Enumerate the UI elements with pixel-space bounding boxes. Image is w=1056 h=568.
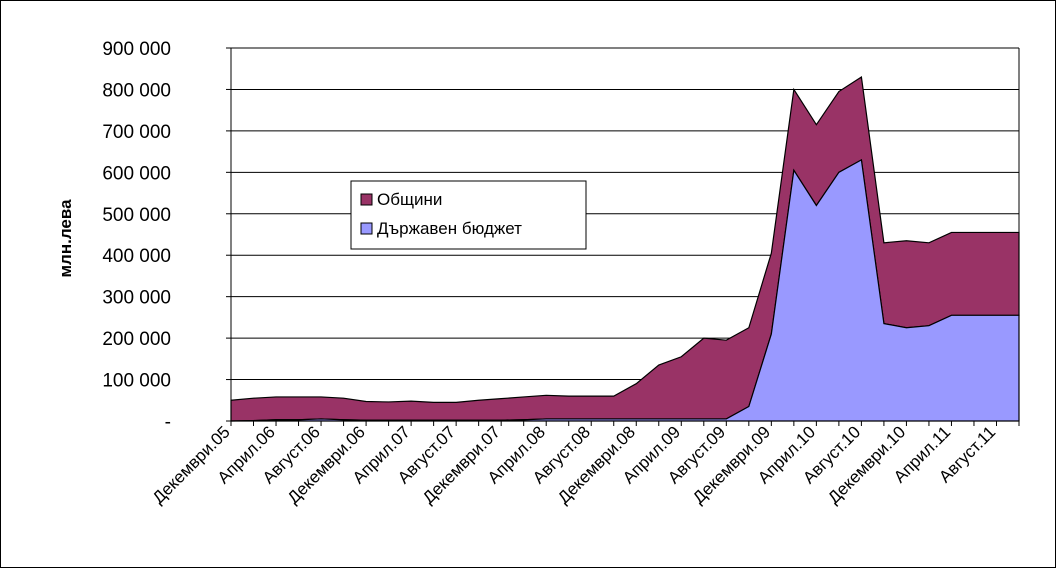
legend-swatch (360, 193, 373, 206)
y-tick-label: - (165, 412, 171, 433)
x-tick-label: Декември.05 (149, 422, 234, 507)
y-axis-title: млн.лева (56, 199, 75, 278)
legend-box (350, 180, 587, 250)
area-series-darzhaven-byudzhet (230, 158, 1020, 422)
y-tick-label: 800 000 (102, 80, 171, 101)
y-tick-label: 400 000 (102, 246, 171, 267)
y-tick-label: 300 000 (102, 288, 171, 309)
y-tick-label: 700 000 (102, 122, 171, 143)
y-tick-label: 500 000 (102, 205, 171, 226)
y-tick-label: 100 000 (102, 371, 171, 392)
y-tick-label: 600 000 (102, 163, 171, 184)
legend-label: Държавен бюджет (377, 219, 522, 238)
legend-label: Общини (377, 190, 442, 209)
y-tick-label: 900 000 (102, 39, 171, 60)
y-tick-label: 200 000 (102, 329, 171, 350)
legend-swatch (360, 222, 373, 235)
